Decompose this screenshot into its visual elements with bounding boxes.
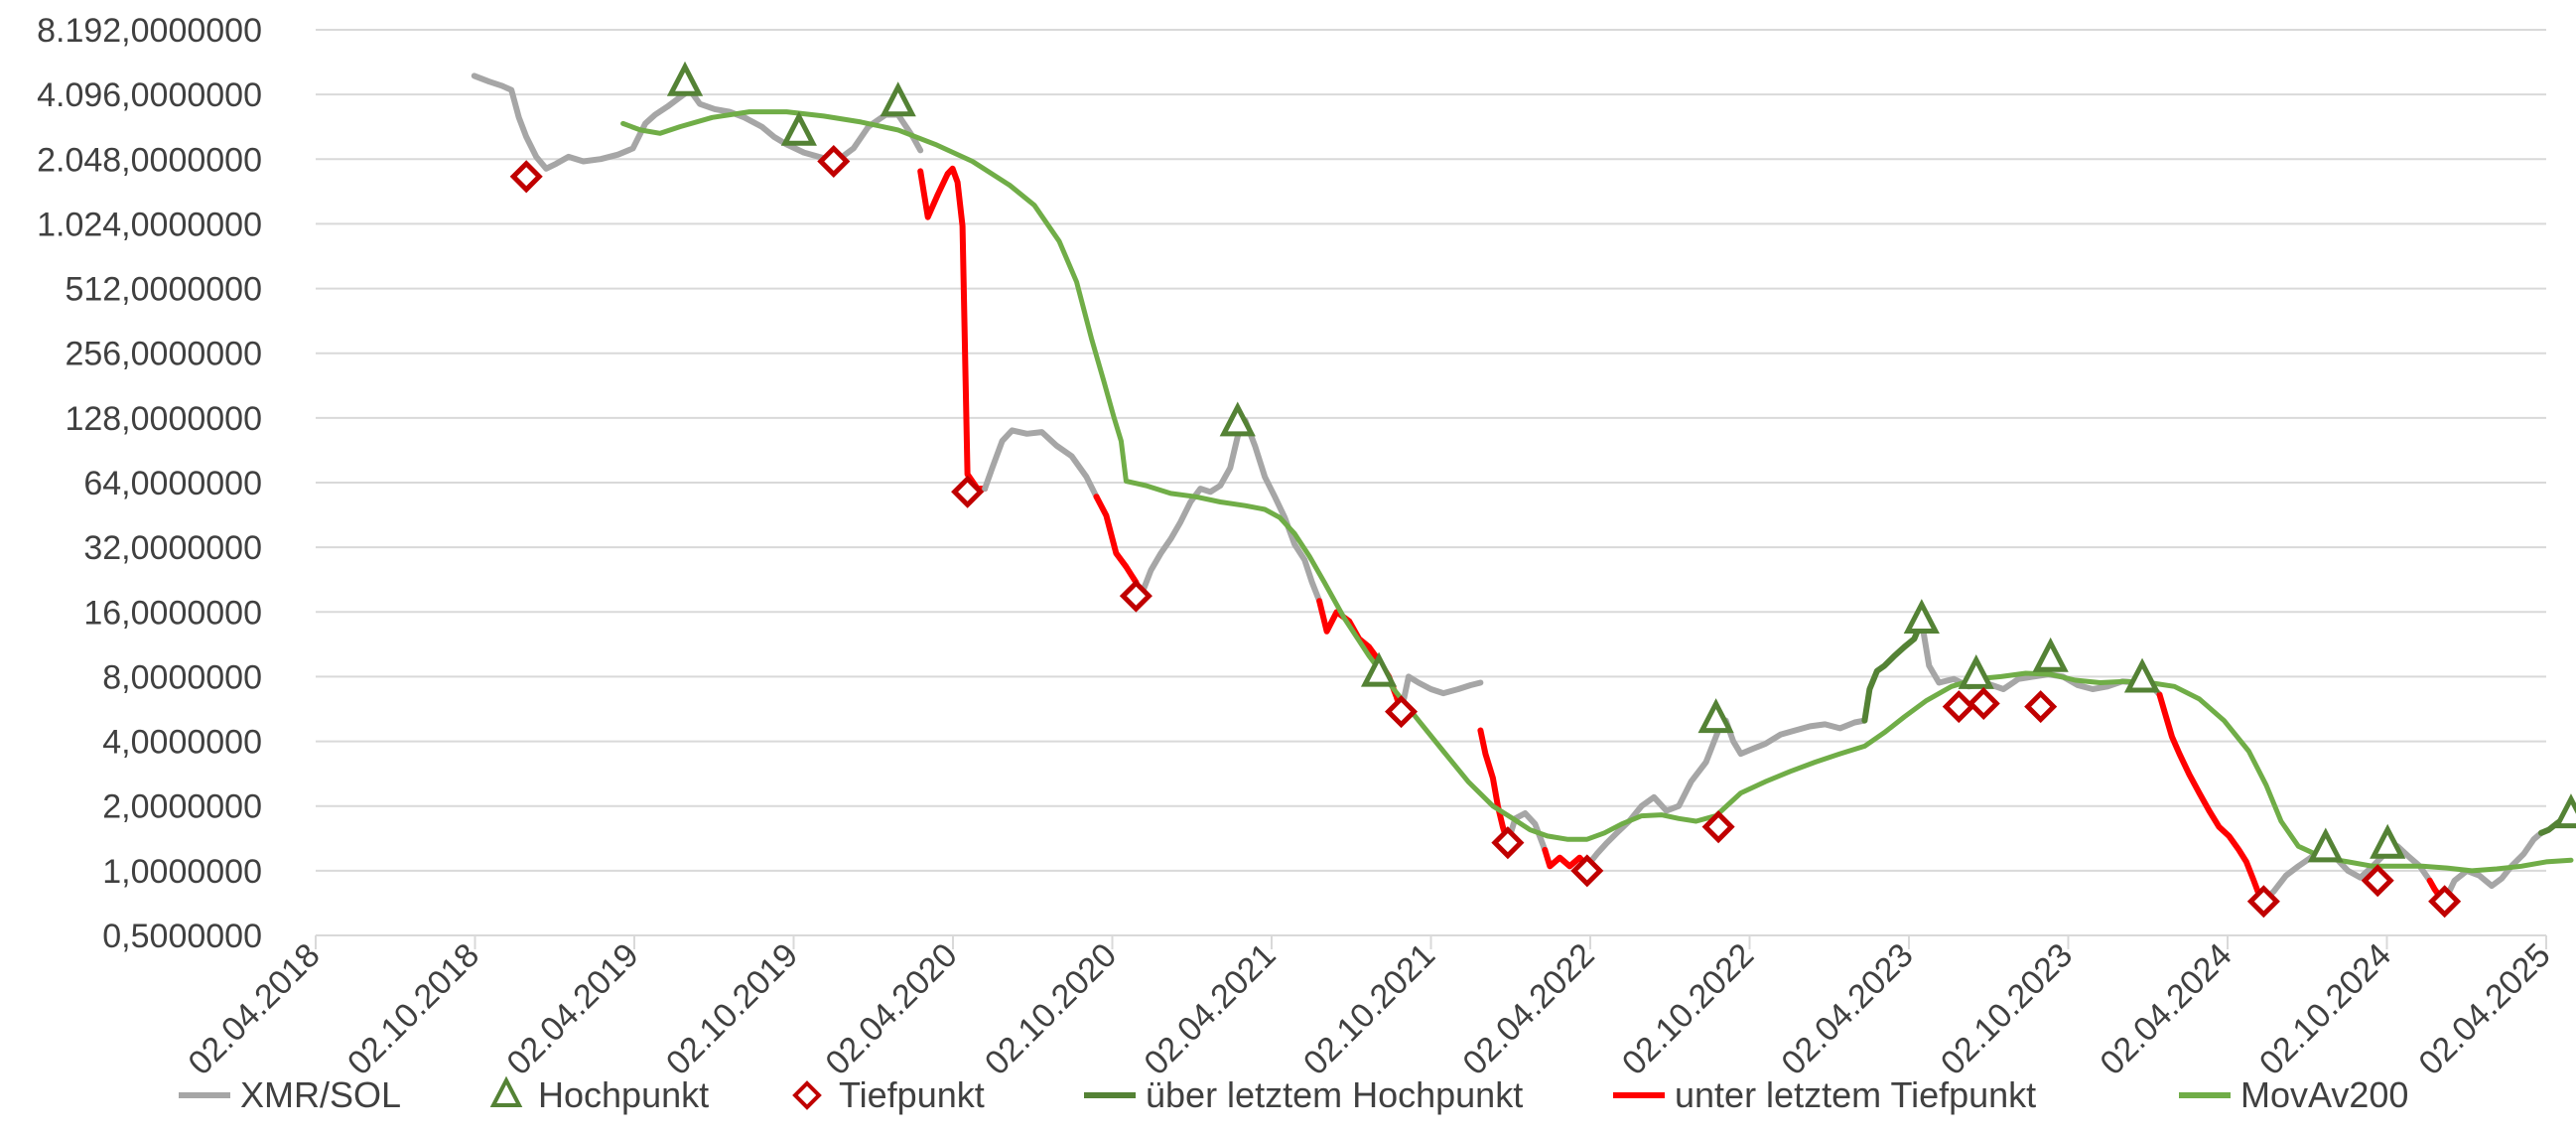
y-tick-label: 256,0000000 <box>65 336 262 373</box>
tiefpunkt-marker <box>817 144 851 179</box>
x-tick-label: 02.04.2019 <box>499 936 645 1082</box>
tiefpunkt-marker <box>2428 885 2462 919</box>
y-tick-label: 8.192,0000000 <box>37 12 262 50</box>
tiefpunkt-marker <box>951 475 985 508</box>
x-tick-label: 02.04.2025 <box>2411 936 2557 1082</box>
hochpunkt-marker <box>2552 793 2576 829</box>
hochpunkt-marker <box>2370 823 2406 859</box>
tiefpunkt-marker <box>2246 885 2280 919</box>
x-tick-label: 02.10.2018 <box>340 936 486 1082</box>
y-tick-label: 4,0000000 <box>102 724 262 762</box>
x-tick-label: 02.04.2023 <box>1774 936 1920 1082</box>
series-line-xmr-sol <box>1138 417 1323 605</box>
legend-item: MovAv200 <box>2179 1074 2408 1115</box>
x-tick-label: 02.10.2023 <box>1934 936 2080 1082</box>
legend-layer: XMR/SOL Hochpunkt Tiefpunkt über letztem Ho… <box>179 1074 2408 1115</box>
legend-label: unter letztem Tiefpunkt <box>1675 1074 2036 1115</box>
series-line-unter-letztem-tiefpunkt <box>1316 598 1405 715</box>
hochpunkt-marker <box>2307 827 2344 863</box>
series-line-ber-letztem-hochpunkt <box>1861 618 1925 724</box>
x-tick-label: 02.04.2018 <box>181 936 327 1082</box>
y-tick-label: 512,0000000 <box>65 271 262 309</box>
tiefpunkt-marker <box>2024 690 2058 724</box>
hochpunkt-marker <box>1903 599 1940 635</box>
hochpunkt-marker <box>2032 637 2069 672</box>
series-line-movav200 <box>620 109 2574 874</box>
tiefpunkt-marker <box>2361 864 2394 898</box>
hochpunkt-marker <box>1360 651 1398 687</box>
tiefpunkt-marker <box>1491 826 1525 860</box>
tiefpunkt-marker <box>1701 810 1735 844</box>
y-tick-label: 2.048,0000000 <box>37 141 262 179</box>
tiefpunkt-marker <box>1966 686 2000 721</box>
legend-item: unter letztem Tiefpunkt <box>1613 1074 2036 1115</box>
legend-swatch-triangle <box>489 1075 523 1107</box>
y-tick-label: 1,0000000 <box>102 853 262 891</box>
y-tick-label: 4.096,0000000 <box>37 76 262 114</box>
x-tick-label: 02.04.2024 <box>2093 936 2238 1082</box>
tiefpunkt-marker <box>1119 579 1152 613</box>
marker-layer <box>509 61 2576 919</box>
hochpunkt-marker <box>1219 401 1256 437</box>
series-line-xmr-sol <box>2260 843 2433 905</box>
hochpunkt-marker <box>2123 657 2161 693</box>
legend-item: Hochpunkt <box>489 1074 709 1115</box>
x-tick-label: 02.10.2021 <box>1296 936 1442 1082</box>
x-tick-label: 02.10.2020 <box>978 936 1124 1082</box>
legend-label: Hochpunkt <box>538 1074 709 1115</box>
y-tick-label: 128,0000000 <box>65 400 262 438</box>
x-tick-label: 02.10.2019 <box>659 936 805 1082</box>
hochpunkt-marker <box>1697 698 1734 734</box>
series-line-xmr-sol <box>1398 673 1484 715</box>
y-tick-label: 16,0000000 <box>83 594 262 632</box>
series-line-xmr-sol <box>982 427 1100 500</box>
series-layer <box>471 72 2574 905</box>
y-tick-label: 2,0000000 <box>102 788 262 826</box>
series-line-unter-letztem-tiefpunkt <box>1542 846 1590 870</box>
tiefpunkt-marker <box>509 160 543 194</box>
y-tick-label: 64,0000000 <box>83 465 262 502</box>
series-line-unter-letztem-tiefpunkt <box>2156 691 2267 905</box>
hochpunkt-marker <box>1958 653 1994 689</box>
y-tick-label: 0,5000000 <box>102 918 262 955</box>
tiefpunkt-marker <box>1570 854 1604 888</box>
legend-item: Tiefpunkt <box>792 1074 985 1115</box>
y-tick-label: 1.024,0000000 <box>37 206 262 243</box>
legend-label: über letztem Hochpunkt <box>1146 1074 1523 1115</box>
y-tick-label: 32,0000000 <box>83 529 262 567</box>
legend-label: Tiefpunkt <box>839 1074 985 1115</box>
series-line-xmr-sol <box>2441 829 2544 905</box>
series-line-xmr-sol <box>1583 717 1868 870</box>
hochpunkt-marker <box>666 61 704 96</box>
grid-layer <box>316 29 2546 936</box>
x-tick-label: 02.04.2021 <box>1137 936 1283 1082</box>
legend-item: XMR/SOL <box>179 1074 401 1115</box>
hochpunkt-marker <box>880 81 916 117</box>
series-line-unter-letztem-tiefpunkt <box>1477 727 1511 846</box>
x-tick-label: 02.04.2020 <box>818 936 964 1082</box>
legend-swatch-diamond <box>792 1080 822 1110</box>
x-tick-label: 02.04.2022 <box>1455 936 1601 1082</box>
tiefpunkt-marker <box>1942 690 1975 724</box>
hochpunkt-marker <box>780 110 817 146</box>
series-line-unter-letztem-tiefpunkt <box>917 165 989 493</box>
legend-label: XMR/SOL <box>240 1074 401 1115</box>
x-tick-label: 02.10.2024 <box>2252 936 2398 1082</box>
legend-label: MovAv200 <box>2240 1074 2408 1115</box>
legend-item: über letztem Hochpunkt <box>1084 1074 1523 1115</box>
y-tick-label: 8,0000000 <box>102 658 262 696</box>
tiefpunkt-marker <box>1385 695 1419 729</box>
x-tick-label: 02.10.2022 <box>1615 936 1761 1082</box>
